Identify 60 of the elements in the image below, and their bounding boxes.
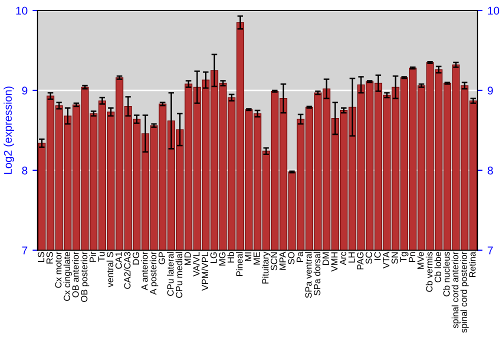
x-tick-label: LG [210,252,217,263]
y-tick-label: 9 [22,86,28,95]
y-tick-label: 10 [16,6,28,15]
x-tick-label: A anterior [141,252,148,290]
x-tick-label: Hb [227,252,234,262]
x-tick-label: SC [366,252,372,264]
x-tick-label: OB anterior [72,252,79,298]
x-tick-label: LH [348,252,355,262]
x-tick-label: DM [322,252,329,265]
x-tick-label: LS [38,252,44,262]
x-tick-label: VPM/VPL [202,252,208,291]
x-tick-label: CPu medial [176,252,182,298]
x-tick-label: spinal cord anterior [452,252,460,328]
x-tick-label: IC [374,252,381,260]
x-tick-label: RS [46,252,53,264]
x-tick-label: Arc [340,252,346,266]
x-tick-label: SPa dorsal [314,252,320,296]
x-tick-label: MD [184,252,191,265]
x-tick-label: spinal cord posterior [460,252,469,333]
y2-tick-label: 10 [488,6,500,15]
x-tick-label: PAG [357,252,364,270]
x-tick-label: Pineal [236,252,243,276]
x-tick-label: CA2/CA3 [124,252,131,289]
x-tick-label: Cb lobe [434,252,442,282]
x-tick-label: ME [254,252,260,264]
x-tick-label: VA/VL [192,252,200,277]
x-tick-label: Cb vermis [426,252,432,292]
y-axis-title: Log2 (expression) [4,86,14,174]
x-tick-label: Cx motor [55,252,62,288]
x-tick-label: MG [219,252,226,266]
y2-tick-label: 9 [488,86,493,95]
y-tick-label: 7 [22,246,28,254]
x-tick-label: GP [158,252,166,264]
x-tick-label: Pn [408,252,416,262]
x-tick-label: SO [288,252,294,264]
x-tick-label: A posterior [150,252,158,295]
x-tick-label: VTA [383,252,390,268]
x-tick-label: Tu [98,252,105,262]
x-tick-label: MI [244,252,252,261]
x-tick-label: CA1 [115,252,122,269]
x-tick-label: Tg [400,252,408,262]
y2-tick-label: 7 [488,246,493,254]
x-tick-label: CPu lateral [167,252,174,296]
x-tick-label: OB posterior [80,252,90,302]
x-tick-label: VMH [331,252,338,272]
x-tick-label: SPa ventral [305,252,312,298]
x-tick-label: Pir [89,252,96,262]
x-tick-label: Cx cingulate [63,252,72,301]
x-tick-label: Retina [468,252,476,277]
x-tick-label: SCN [270,252,278,270]
y2-tick-label: 8 [488,166,493,174]
x-tick-label: ventral S [106,252,114,288]
x-tick-label: DG [132,252,140,264]
x-tick-label: MVe [418,252,424,269]
x-tick-label: Cb nucleus [443,252,450,296]
x-tick-label: MPA [280,252,286,270]
x-tick-label: Pa [296,252,304,262]
x-tick-label: SN [392,252,398,264]
x-tick-label: Pituitary [262,252,270,284]
y-tick-label: 8 [22,166,28,174]
